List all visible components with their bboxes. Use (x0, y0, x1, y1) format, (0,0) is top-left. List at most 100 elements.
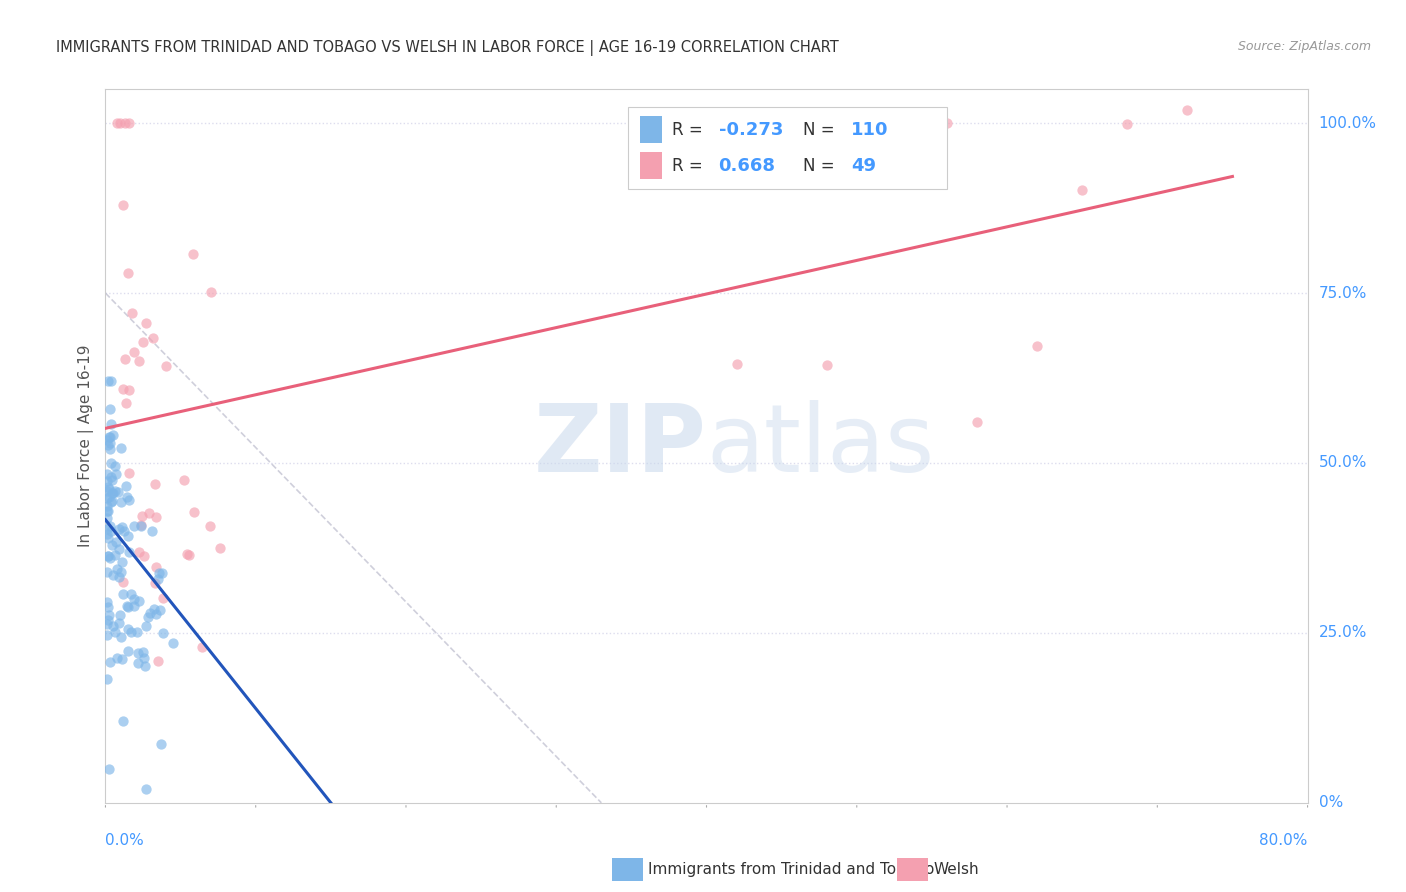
Point (97, 762, 120, 776)
Point (135, 782, 157, 797)
Text: Welsh: Welsh (934, 863, 979, 877)
Point (118, 493, 141, 508)
Point (127, 647, 149, 661)
Point (101, 619, 124, 633)
Text: 0%: 0% (1319, 796, 1343, 810)
Point (117, 599, 139, 614)
Point (96, 522, 118, 536)
Point (115, 396, 138, 410)
Point (162, 636, 184, 650)
Bar (640, 116, 662, 144)
Point (131, 334, 153, 349)
Point (127, 656, 149, 670)
Point (117, 266, 139, 280)
Point (100, 417, 122, 432)
Point (128, 354, 150, 368)
Point (105, 562, 128, 576)
Point (97, 607, 120, 622)
Point (136, 610, 159, 624)
Point (111, 520, 134, 534)
Point (1116, 117, 1139, 131)
Point (96, 565, 118, 579)
Point (97, 438, 120, 452)
Point (97, 531, 120, 545)
Point (118, 545, 141, 559)
Point (173, 473, 195, 487)
Point (105, 535, 128, 549)
Point (101, 493, 124, 508)
Bar (640, 152, 662, 179)
Point (97, 613, 120, 627)
Point (96, 527, 118, 541)
Point (200, 519, 222, 533)
Point (111, 714, 134, 728)
Point (138, 506, 160, 520)
Point (132, 651, 155, 665)
Point (96, 511, 118, 525)
Point (108, 607, 131, 622)
Point (96, 499, 118, 513)
Point (150, 737, 173, 751)
Point (108, 570, 131, 584)
Point (118, 383, 141, 397)
Text: 0.0%: 0.0% (105, 833, 145, 848)
Point (97, 490, 120, 504)
Point (100, 374, 122, 388)
Text: IMMIGRANTS FROM TRINIDAD AND TOBAGO VS WELSH IN LABOR FORCE | AGE 16-19 CORRELAT: IMMIGRANTS FROM TRINIDAD AND TOBAGO VS W… (56, 40, 839, 56)
Point (97, 375, 120, 389)
Point (149, 602, 172, 616)
Text: atlas: atlas (707, 400, 935, 492)
Point (112, 198, 135, 212)
Point (111, 555, 134, 569)
Point (96, 504, 118, 518)
Text: 25.0%: 25.0% (1319, 625, 1367, 640)
Point (143, 576, 166, 591)
Text: Immigrants from Trinidad and Tobago: Immigrants from Trinidad and Tobago (648, 863, 935, 877)
Point (183, 505, 205, 519)
Point (179, 548, 201, 562)
Point (96, 616, 118, 631)
Text: 100.0%: 100.0% (1319, 116, 1376, 131)
Point (132, 645, 155, 659)
Point (152, 626, 174, 640)
Point (100, 524, 122, 538)
Point (134, 659, 156, 673)
Point (143, 602, 166, 616)
Point (107, 522, 129, 536)
Point (125, 625, 148, 640)
Point (107, 116, 129, 130)
Point (135, 619, 157, 633)
Point (101, 473, 124, 487)
Point (98, 401, 121, 416)
Point (104, 483, 127, 498)
Point (96, 672, 118, 686)
Point (176, 548, 198, 562)
Point (111, 574, 134, 589)
Point (98, 518, 121, 533)
Point (108, 541, 131, 556)
Point (120, 587, 142, 601)
Point (98, 551, 121, 566)
Point (1026, 339, 1049, 353)
Point (97, 504, 120, 518)
Point (146, 654, 169, 668)
Point (152, 591, 174, 605)
Point (141, 524, 163, 538)
Point (117, 622, 139, 636)
Point (117, 466, 139, 480)
Text: 80.0%: 80.0% (1260, 833, 1308, 848)
Point (121, 306, 143, 320)
Point (97, 549, 120, 564)
Point (96, 628, 118, 642)
Text: R =: R = (672, 157, 713, 175)
FancyBboxPatch shape (628, 107, 948, 189)
Point (103, 458, 125, 473)
Point (155, 359, 177, 374)
Point (134, 549, 156, 563)
Point (98, 442, 121, 457)
Point (96, 467, 118, 481)
Point (191, 640, 214, 654)
Point (118, 116, 141, 130)
Point (98, 430, 121, 444)
Point (148, 566, 170, 580)
